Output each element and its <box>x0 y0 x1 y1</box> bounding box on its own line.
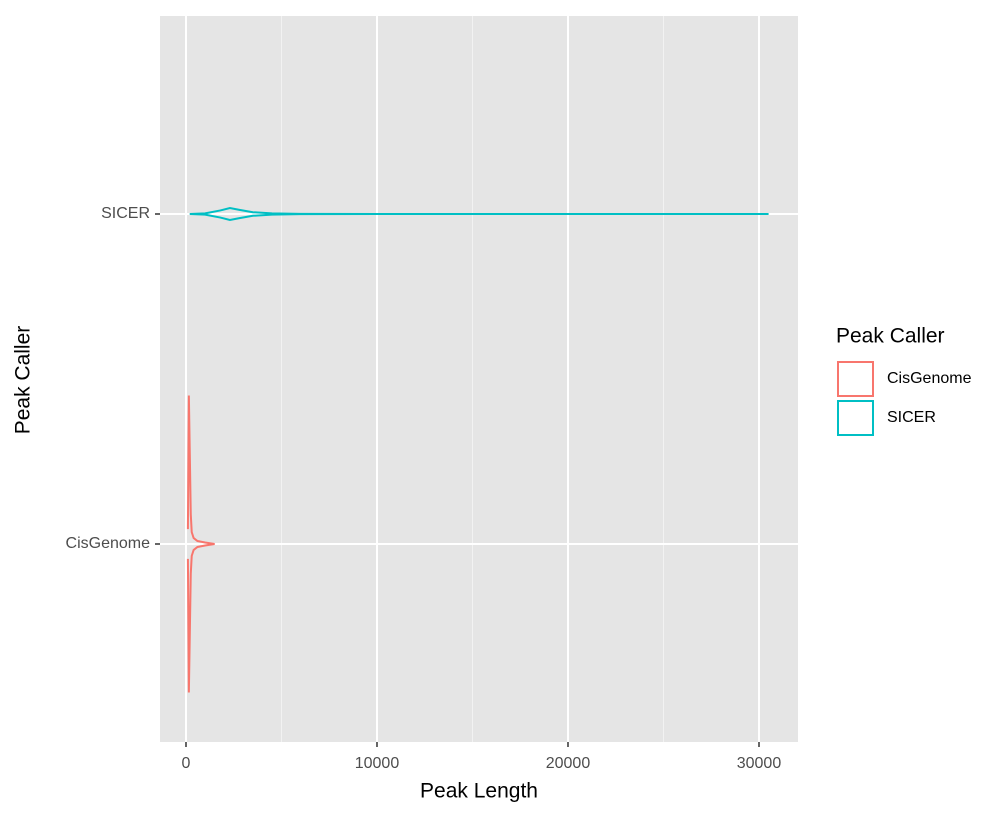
x-tick-label: 20000 <box>546 755 591 772</box>
violin-outline <box>186 395 215 545</box>
legend-label: CisGenome <box>887 370 972 387</box>
legend-label: SICER <box>887 409 936 426</box>
y-tick-label: CisGenome <box>66 535 151 552</box>
legend-key <box>837 361 874 397</box>
violin-outline <box>189 213 769 221</box>
x-tick-label: 0 <box>182 755 191 772</box>
y-tick-label: SICER <box>101 205 150 222</box>
y-axis-title: Peak Caller <box>12 326 35 435</box>
x-axis-title: Peak Length <box>420 780 538 803</box>
x-tick-label: 10000 <box>355 755 400 772</box>
x-tick-label: 30000 <box>737 755 782 772</box>
violin-outline <box>186 543 215 693</box>
panel <box>160 16 798 742</box>
legend-title: Peak Caller <box>836 325 945 348</box>
legend-key <box>837 400 874 436</box>
